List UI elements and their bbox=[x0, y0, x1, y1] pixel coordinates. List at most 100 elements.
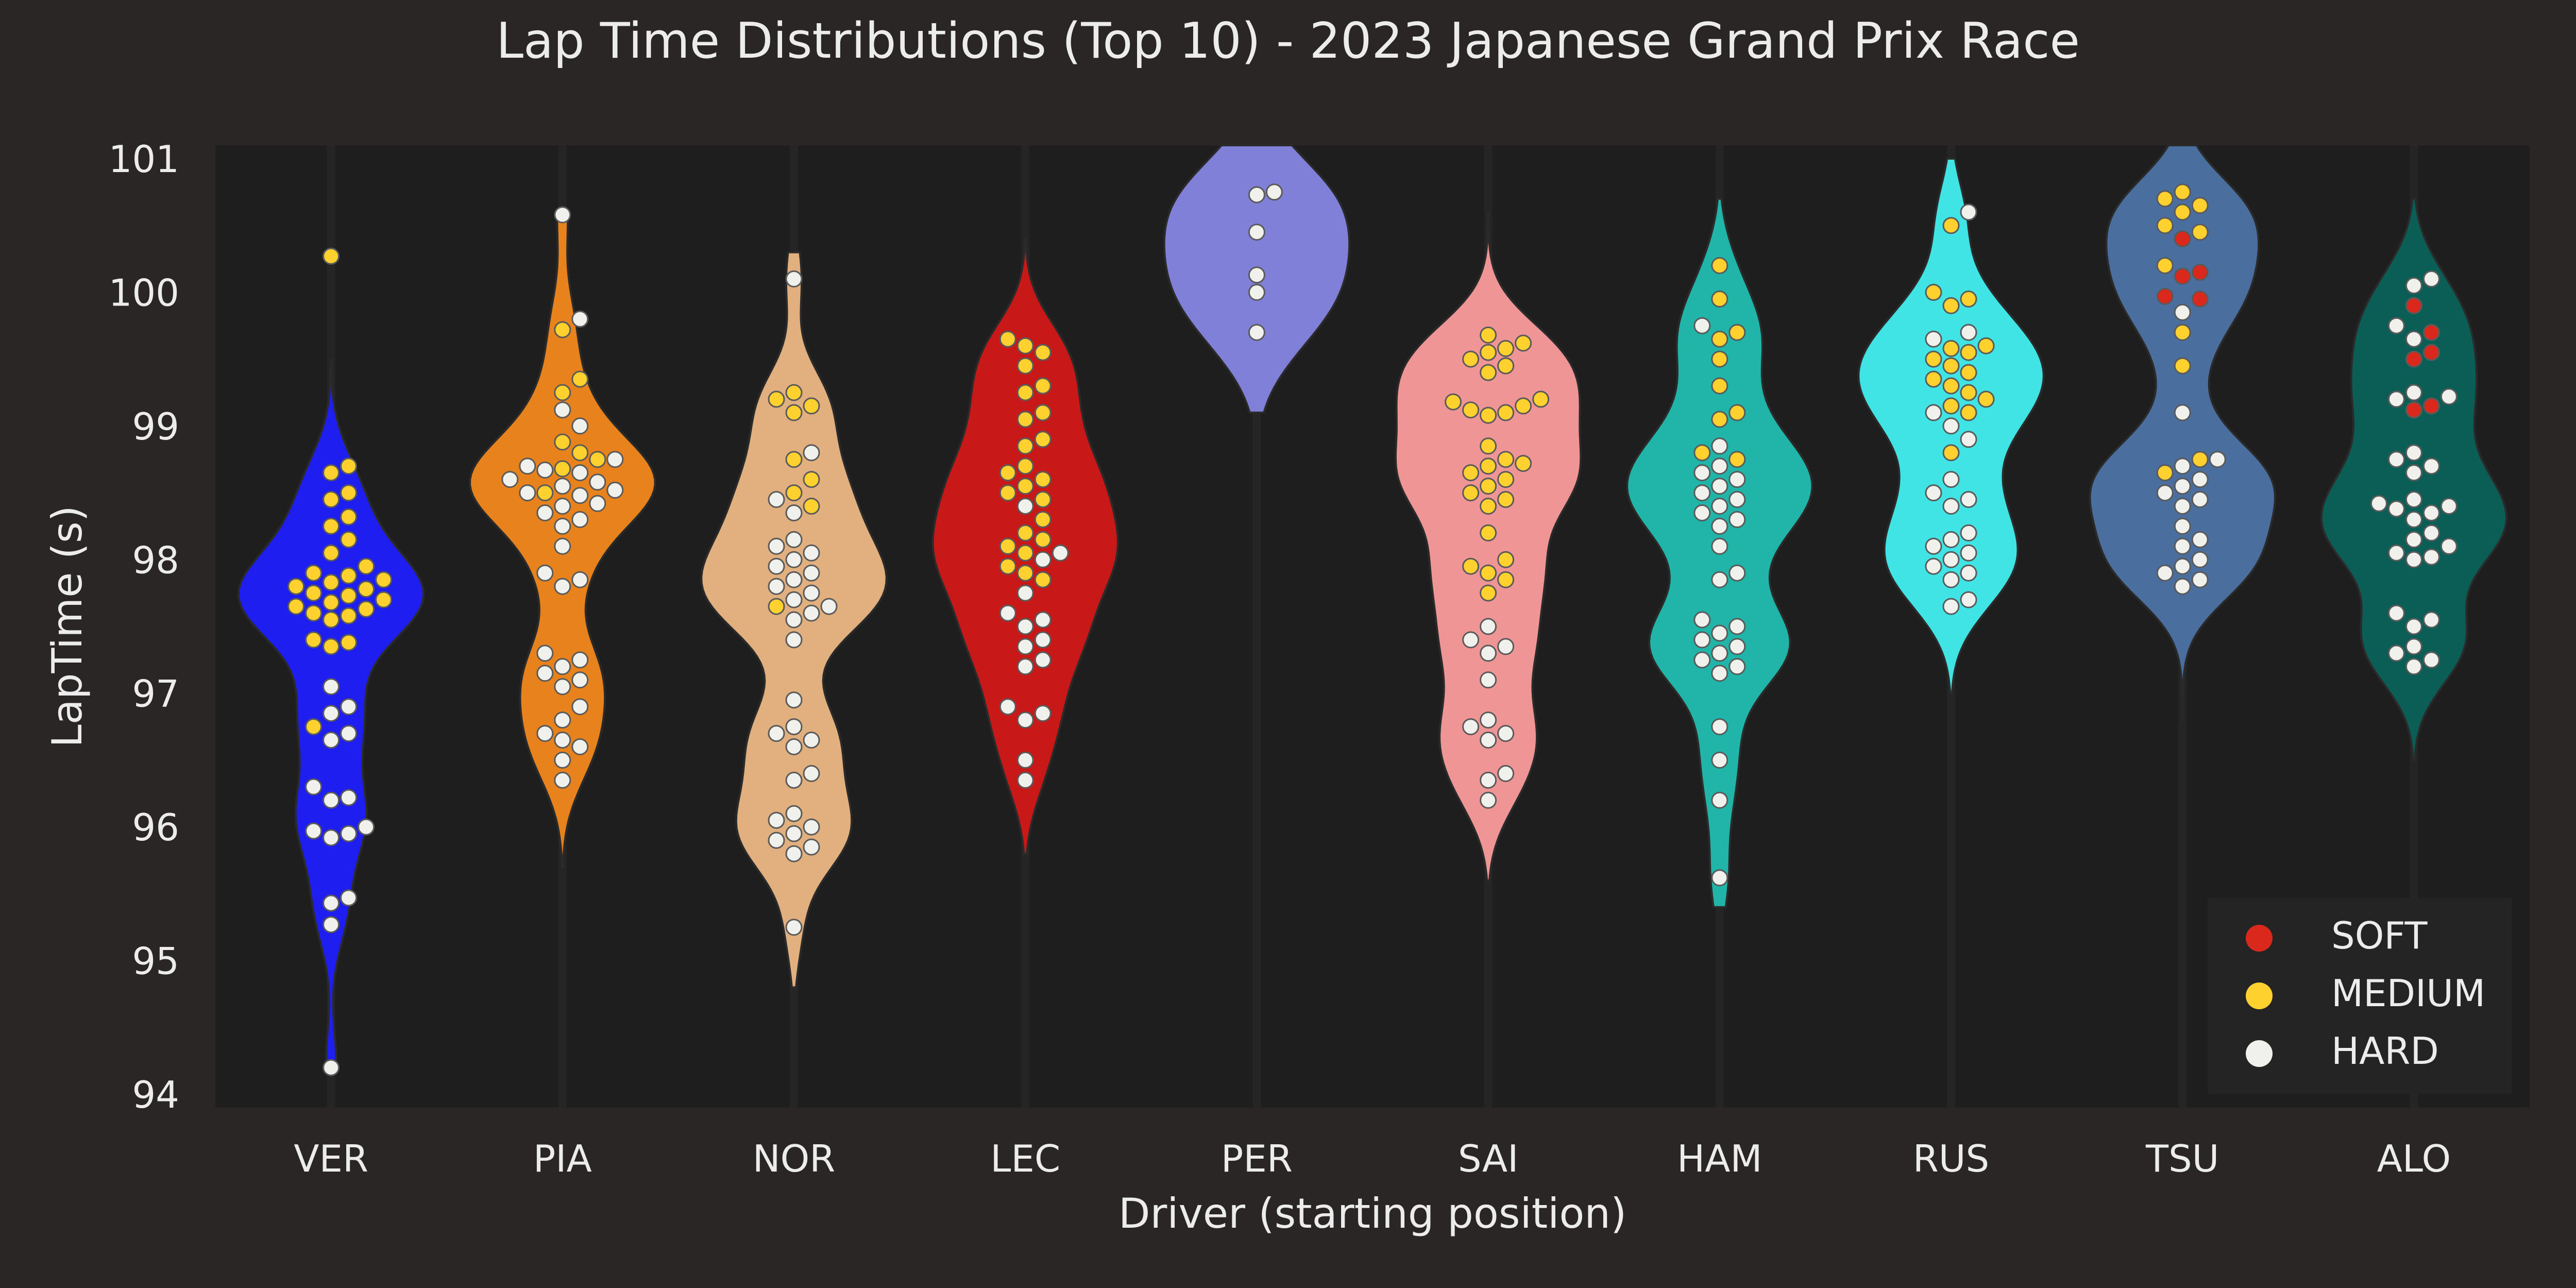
lap-point-nor-hard bbox=[785, 825, 803, 842]
lap-point-nor-hard bbox=[803, 564, 820, 582]
lap-point-lec-hard bbox=[1016, 638, 1034, 655]
lap-point-pia-hard bbox=[571, 417, 589, 435]
y-tick-label: 101 bbox=[109, 138, 179, 181]
lap-point-rus-hard bbox=[1960, 524, 1977, 541]
lap-point-rus-hard bbox=[1960, 591, 1977, 608]
lap-point-tsu-hard bbox=[2209, 451, 2226, 468]
lap-point-sai-medium bbox=[1497, 340, 1515, 357]
lap-point-rus-medium bbox=[1925, 350, 1942, 368]
lap-point-tsu-medium bbox=[2156, 217, 2174, 234]
lap-point-ham-medium bbox=[1728, 451, 1746, 468]
legend-label-soft: SOFT bbox=[2331, 914, 2428, 957]
lap-point-nor-medium bbox=[768, 391, 785, 408]
x-tick-label: RUS bbox=[1913, 1137, 1989, 1180]
lap-point-tsu-hard bbox=[2174, 404, 2191, 421]
lap-point-tsu-medium bbox=[2174, 324, 2191, 341]
lap-point-ver-medium bbox=[340, 587, 358, 604]
lap-point-ham-hard bbox=[1711, 624, 1728, 642]
lap-point-lec-hard bbox=[1016, 498, 1034, 515]
lap-point-pia-medium bbox=[554, 384, 571, 401]
lap-point-ver-hard bbox=[323, 894, 340, 912]
lap-point-tsu-medium bbox=[2174, 357, 2191, 375]
lap-point-nor-hard bbox=[785, 270, 803, 287]
lap-point-alo-hard bbox=[2405, 491, 2422, 508]
lap-point-sai-medium bbox=[1480, 457, 1497, 475]
lap-point-sai-medium bbox=[1462, 401, 1480, 419]
lap-point-alo-hard bbox=[2422, 651, 2440, 669]
lap-point-sai-medium bbox=[1480, 437, 1497, 455]
lap-point-alo-hard bbox=[2405, 531, 2422, 548]
lap-point-sai-medium bbox=[1480, 498, 1497, 515]
lap-point-ver-hard bbox=[323, 1059, 340, 1076]
lap-point-rus-hard bbox=[1960, 564, 1977, 582]
lap-point-alo-hard bbox=[2422, 548, 2440, 566]
lap-point-lec-hard bbox=[1034, 611, 1052, 629]
lap-point-tsu-hard bbox=[2156, 564, 2174, 582]
lap-point-lec-hard bbox=[1016, 771, 1034, 789]
lap-point-alo-hard bbox=[2405, 551, 2422, 568]
lap-point-lec-medium bbox=[1034, 491, 1052, 508]
y-tick-label: 94 bbox=[132, 1073, 179, 1116]
lap-point-alo-hard bbox=[2440, 388, 2458, 405]
lap-point-rus-medium bbox=[1942, 297, 1960, 314]
lap-point-lec-hard bbox=[999, 698, 1016, 716]
lap-point-pia-hard bbox=[571, 698, 589, 716]
lap-point-ham-medium bbox=[1693, 444, 1711, 462]
lap-point-pia-hard bbox=[519, 457, 536, 475]
lap-point-alo-hard bbox=[2405, 511, 2422, 528]
lap-point-nor-medium bbox=[768, 598, 785, 615]
lap-point-nor-medium bbox=[785, 484, 803, 502]
lap-point-ver-hard bbox=[323, 705, 340, 722]
lap-point-nor-medium bbox=[803, 471, 820, 488]
lap-point-pia-hard bbox=[571, 487, 589, 504]
lap-point-rus-medium bbox=[1942, 217, 1960, 234]
lap-point-rus-hard bbox=[1942, 498, 1960, 515]
lap-point-alo-hard bbox=[2405, 444, 2422, 462]
lap-point-sai-hard bbox=[1480, 711, 1497, 729]
lap-point-ver-medium bbox=[358, 580, 375, 598]
lap-point-pia-hard bbox=[606, 481, 624, 499]
lap-point-alo-hard bbox=[2405, 618, 2422, 635]
lap-point-sai-hard bbox=[1462, 718, 1480, 736]
lap-point-ham-hard bbox=[1728, 511, 1746, 528]
lap-point-alo-hard bbox=[2422, 270, 2440, 287]
lap-point-ver-medium bbox=[305, 584, 323, 602]
lap-point-ver-medium bbox=[340, 567, 358, 584]
lap-point-lec-medium bbox=[1016, 478, 1034, 495]
lap-point-lec-hard bbox=[1052, 544, 1069, 562]
lap-point-alo-hard bbox=[2387, 451, 2405, 468]
lap-point-pia-medium bbox=[571, 370, 589, 388]
lap-point-ver-hard bbox=[340, 725, 358, 742]
lap-point-rus-hard bbox=[1960, 544, 1977, 562]
lap-point-alo-hard bbox=[2387, 604, 2405, 622]
lap-point-lec-medium bbox=[1016, 524, 1034, 541]
lap-point-rus-medium bbox=[1960, 364, 1977, 381]
lap-point-nor-hard bbox=[785, 504, 803, 521]
lap-point-pia-hard bbox=[554, 578, 571, 595]
x-tick-label: TSU bbox=[2145, 1137, 2219, 1180]
lap-point-sai-medium bbox=[1515, 334, 1532, 352]
lap-point-lec-medium bbox=[999, 557, 1016, 575]
legend-label-hard: HARD bbox=[2331, 1029, 2439, 1073]
lap-point-rus-medium bbox=[1977, 391, 1995, 408]
x-tick-label: PIA bbox=[533, 1137, 592, 1180]
lap-point-alo-hard bbox=[2405, 384, 2422, 401]
lap-point-nor-hard bbox=[820, 598, 838, 615]
lap-point-nor-hard bbox=[785, 631, 803, 649]
lap-point-ver-hard bbox=[305, 778, 323, 795]
lap-point-tsu-medium bbox=[2156, 190, 2174, 208]
legend-label-medium: MEDIUM bbox=[2331, 972, 2485, 1015]
lap-point-sai-hard bbox=[1497, 765, 1515, 782]
lap-point-sai-hard bbox=[1462, 631, 1480, 649]
lap-point-alo-hard bbox=[2405, 330, 2422, 348]
lap-point-tsu-soft bbox=[2191, 264, 2209, 281]
lap-point-nor-hard bbox=[785, 718, 803, 736]
y-tick-label: 95 bbox=[132, 940, 179, 983]
lap-point-tsu-hard bbox=[2174, 537, 2191, 555]
lap-point-ham-medium bbox=[1728, 324, 1746, 341]
lap-point-tsu-medium bbox=[2174, 204, 2191, 221]
lap-point-lec-medium bbox=[999, 330, 1016, 348]
lap-point-tsu-hard bbox=[2191, 471, 2209, 488]
lap-point-ver-medium bbox=[287, 598, 305, 615]
